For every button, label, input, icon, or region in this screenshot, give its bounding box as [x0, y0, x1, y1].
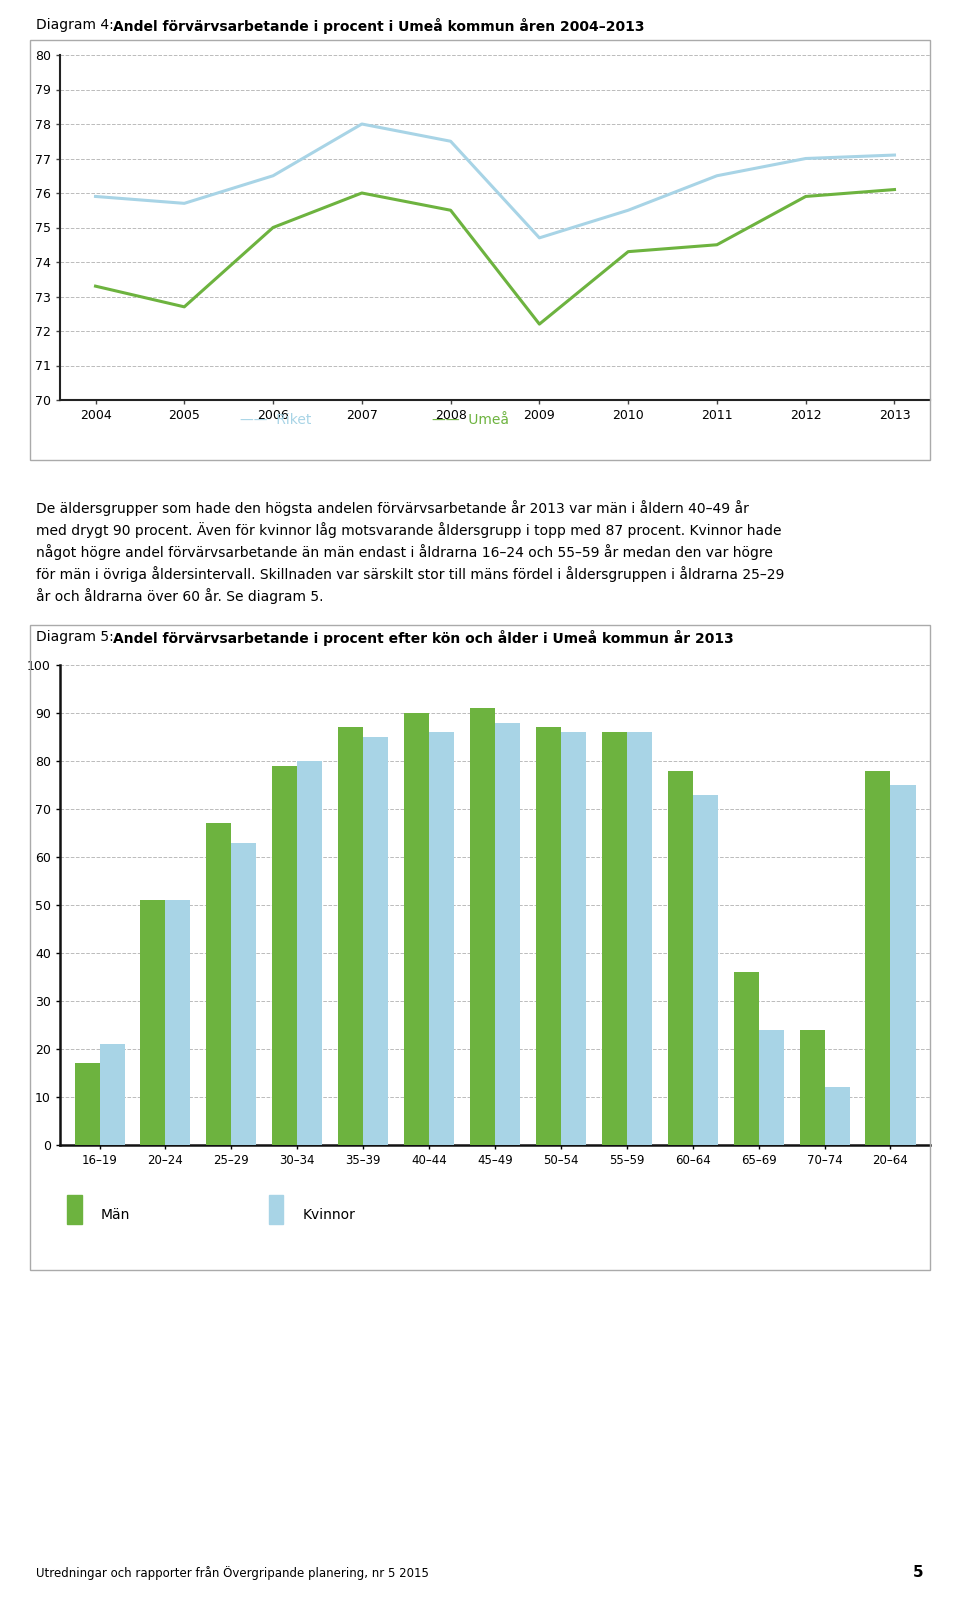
Bar	[429, 732, 454, 1146]
Bar	[165, 899, 190, 1146]
Text: ——  Riket: —— Riket	[240, 414, 311, 426]
Text: Utredningar och rapporter från Övergripande planering, nr 5 2015: Utredningar och rapporter från Övergripa…	[36, 1566, 429, 1580]
Bar	[495, 722, 520, 1146]
Text: Diagram 4:: Diagram 4:	[36, 18, 119, 32]
Text: Andel förvärvsarbetande i procent i Umeå kommun åren 2004–2013: Andel förvärvsarbetande i procent i Umeå…	[113, 18, 645, 34]
Bar	[100, 1044, 125, 1146]
Text: Diagram 5:: Diagram 5:	[36, 631, 119, 644]
Bar	[800, 1030, 825, 1146]
Bar	[627, 732, 652, 1146]
Bar	[363, 737, 388, 1146]
Bar	[693, 795, 718, 1146]
Bar	[891, 785, 916, 1146]
Bar	[404, 713, 429, 1146]
Bar	[758, 1030, 783, 1146]
Bar	[140, 899, 165, 1146]
Bar	[470, 708, 495, 1146]
Bar	[298, 761, 323, 1146]
Bar	[75, 1064, 100, 1146]
Text: för män i övriga åldersintervall. Skillnaden var särskilt stor till mäns fördel : för män i övriga åldersintervall. Skilln…	[36, 566, 785, 582]
Bar	[733, 972, 758, 1146]
Text: något högre andel förvärvsarbetande än män endast i åldrarna 16–24 och 55–59 år : något högre andel förvärvsarbetande än m…	[36, 544, 774, 560]
Text: ——  Umeå: —— Umeå	[432, 414, 509, 426]
Bar	[273, 766, 298, 1146]
Text: med drygt 90 procent. Även för kvinnor låg motsvarande åldersgrupp i topp med 87: med drygt 90 procent. Även för kvinnor l…	[36, 521, 782, 537]
Text: De äldersgrupper som hade den högsta andelen förvärvsarbetande år 2013 var män i: De äldersgrupper som hade den högsta and…	[36, 500, 750, 516]
Text: Kvinnor: Kvinnor	[302, 1208, 355, 1221]
Text: Män: Män	[101, 1208, 131, 1221]
Bar	[338, 727, 363, 1146]
Text: 5: 5	[913, 1566, 924, 1580]
Bar	[825, 1088, 850, 1146]
Bar	[561, 732, 586, 1146]
Text: år och åldrarna över 60 år. Se diagram 5.: år och åldrarna över 60 år. Se diagram 5…	[36, 587, 324, 603]
Bar	[231, 843, 256, 1146]
Text: Andel förvärvsarbetande i procent efter kön och ålder i Umeå kommun år 2013: Andel förvärvsarbetande i procent efter …	[113, 631, 734, 645]
Bar	[865, 771, 891, 1146]
Bar	[602, 732, 627, 1146]
Bar	[668, 771, 693, 1146]
Bar	[536, 727, 561, 1146]
Bar	[206, 824, 231, 1146]
